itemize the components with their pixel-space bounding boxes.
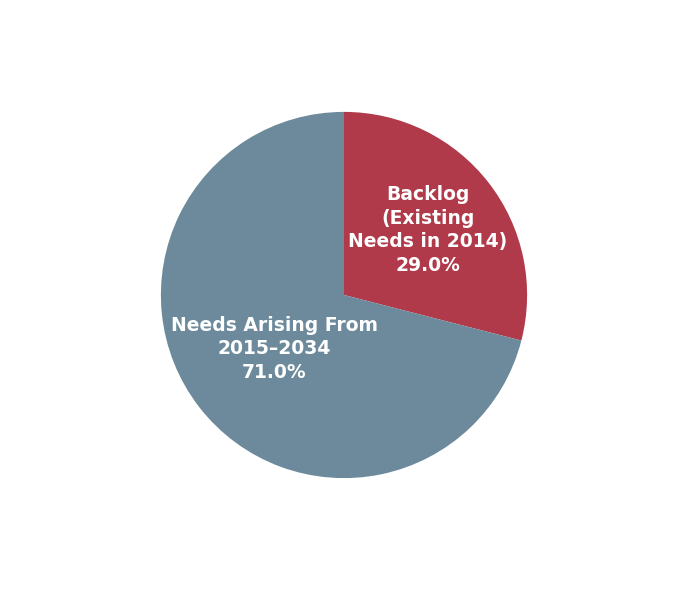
Text: Needs Arising From
2015–2034
71.0%: Needs Arising From 2015–2034 71.0% bbox=[171, 316, 378, 382]
Wedge shape bbox=[344, 112, 527, 340]
Text: Backlog
(Existing
Needs in 2014)
29.0%: Backlog (Existing Needs in 2014) 29.0% bbox=[348, 185, 508, 275]
Wedge shape bbox=[161, 112, 522, 478]
